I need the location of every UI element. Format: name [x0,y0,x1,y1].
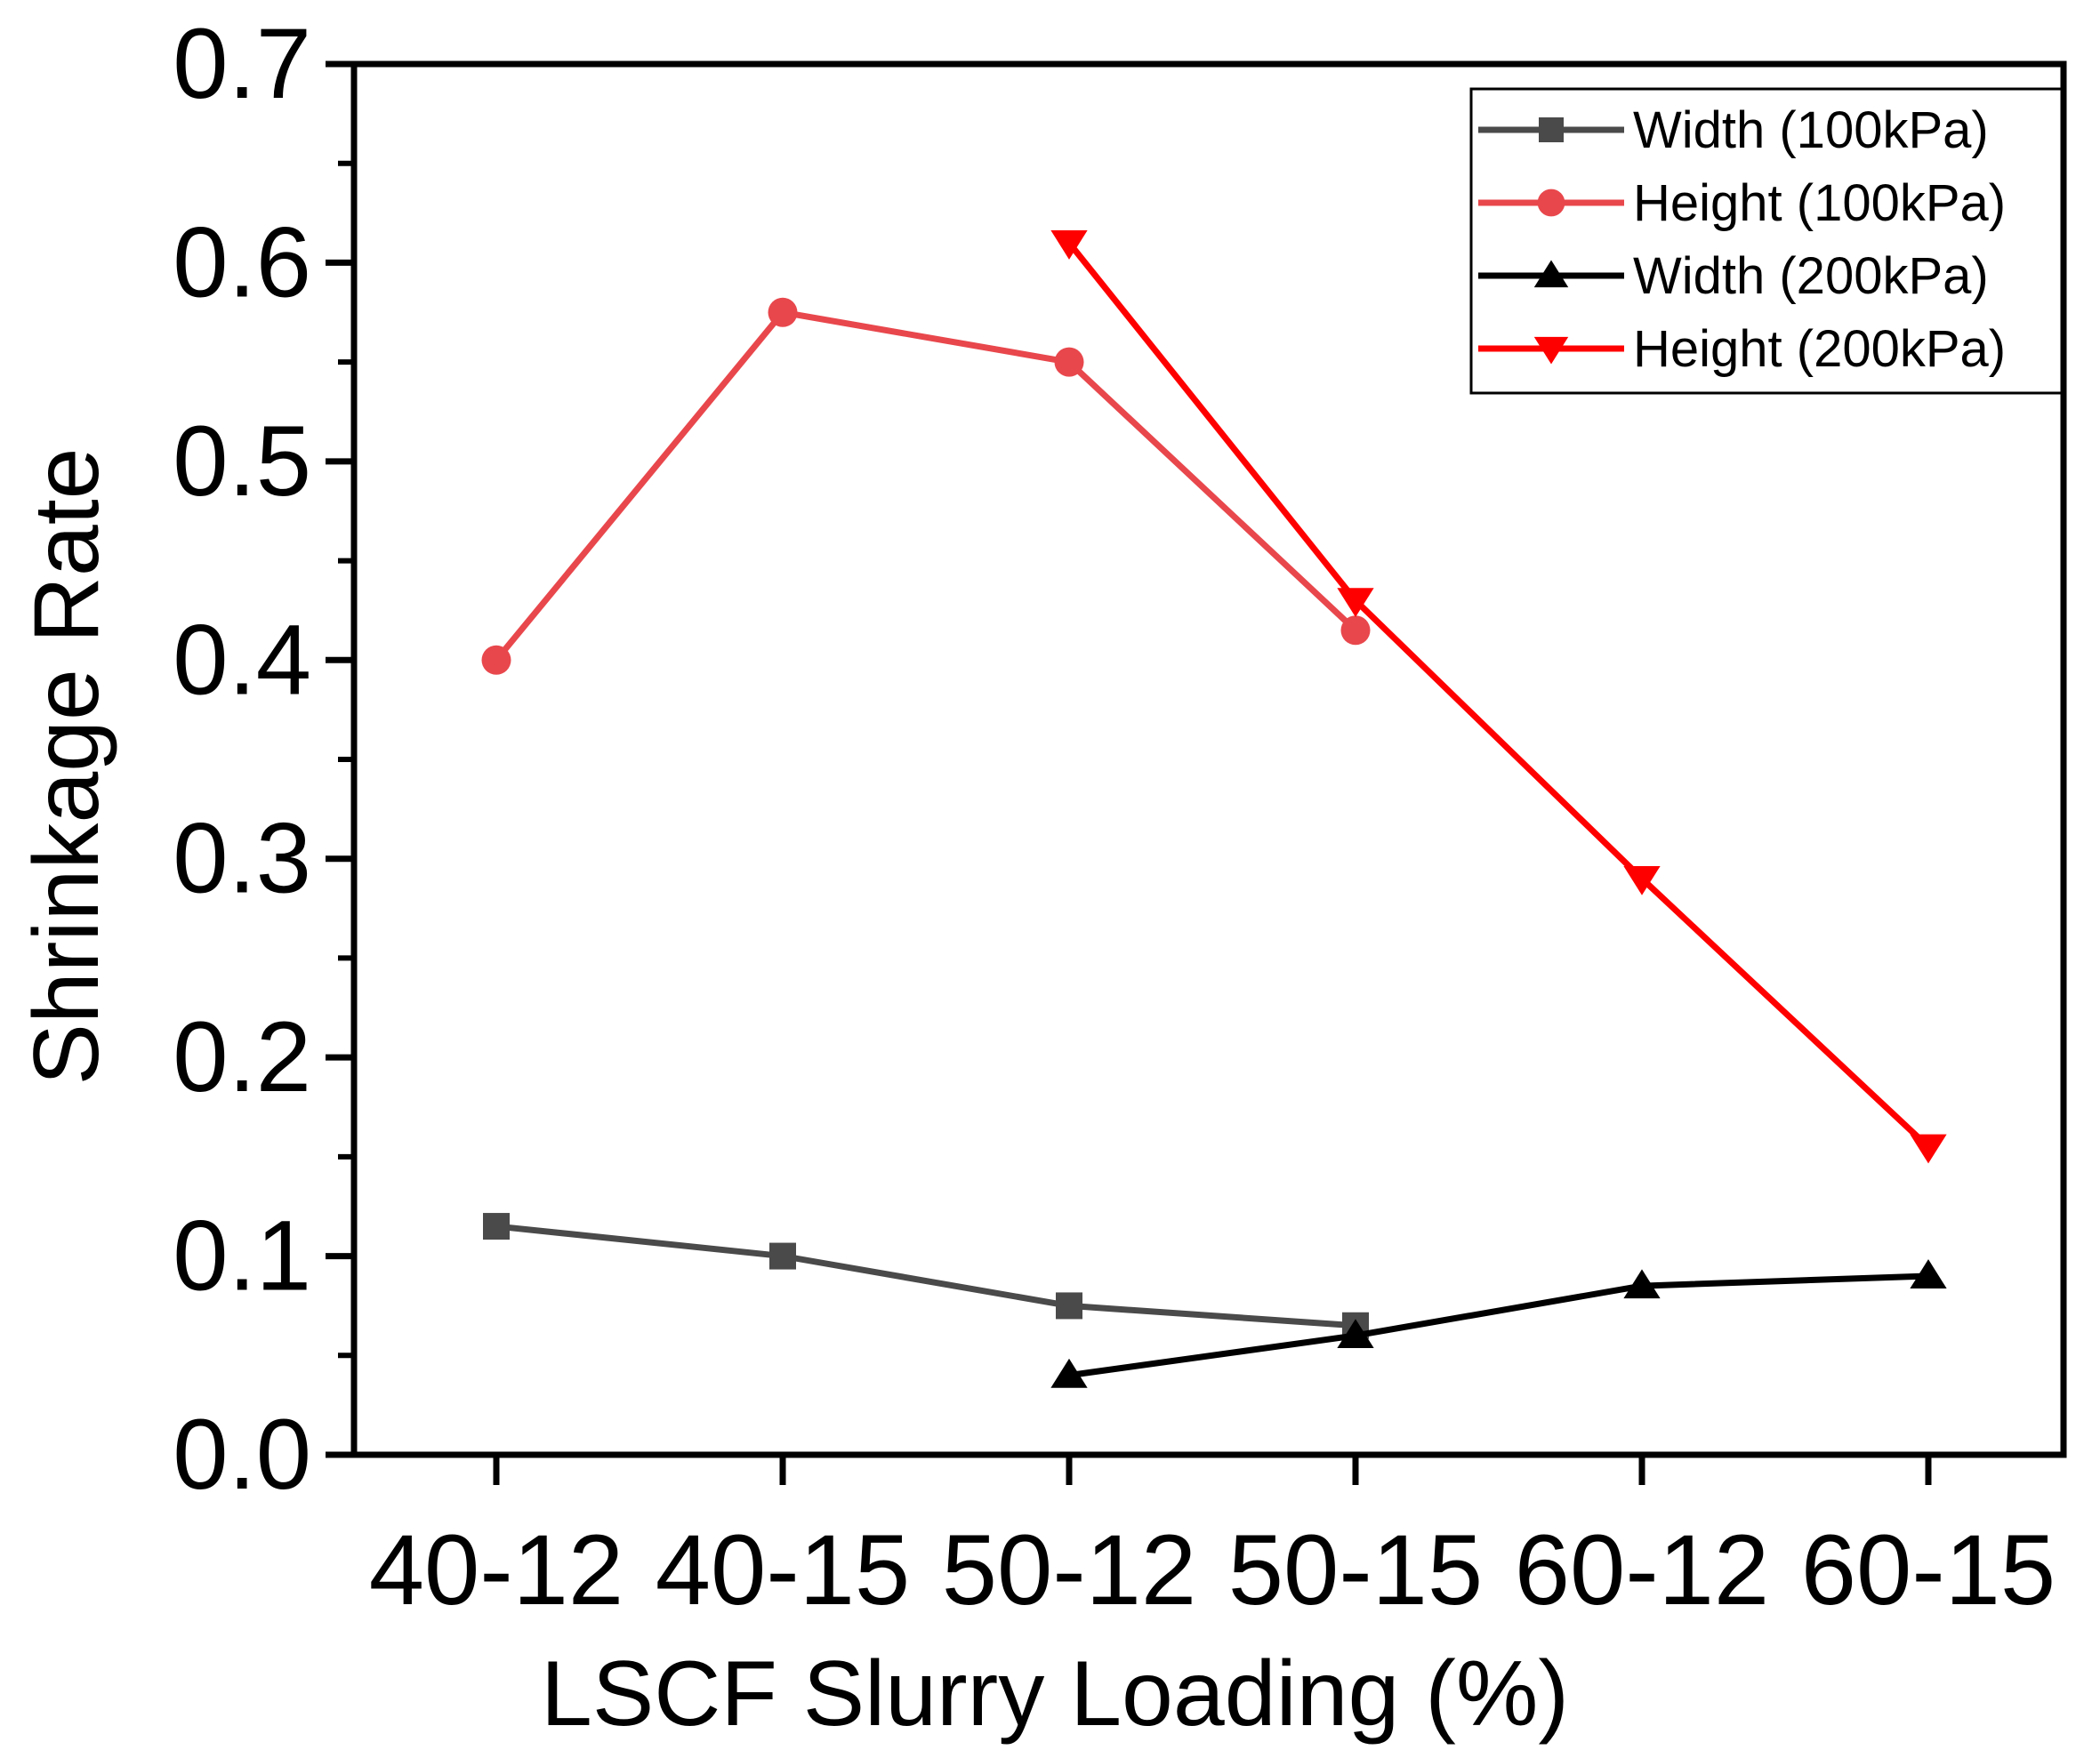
data-point [768,297,798,327]
series-line [495,1223,1356,1329]
data-point [1337,1319,1374,1349]
y-tick-label: 0.7 [173,8,311,119]
y-tick-label: 0.5 [173,405,311,517]
x-axis-title: LSCF Slurry Loading (%) [541,1642,1569,1746]
y-axis-title: Shrinkage Rate [15,448,118,1086]
series-line [494,309,1358,662]
data-point [483,1213,510,1240]
legend-label: Width (100kPa) [1633,101,1989,159]
series-width-100kpa [483,1213,1369,1339]
x-tick-label: 40-15 [656,1514,910,1626]
y-tick-label: 0.3 [173,803,311,914]
series-width-200kpa [1050,1259,1947,1388]
data-point [1623,1269,1661,1299]
series-height-200kpa [1050,230,1947,1164]
legend-item: Width (200kPa) [1478,247,1989,305]
legend-box [1469,87,2064,395]
data-point [481,645,511,675]
y-tick-label: 0.6 [173,206,311,317]
legend-item: Height (100kPa) [1478,174,2006,232]
legend-label: Height (200kPa) [1633,320,2006,378]
y-tick-label: 0.0 [173,1399,311,1510]
x-tick-label: 50-15 [1228,1514,1483,1626]
legend-marker [1533,336,1569,365]
data-point [1623,865,1661,895]
x-tick-label: 50-12 [942,1514,1196,1626]
x-tick-label: 40-12 [369,1514,624,1626]
data-point [1050,1358,1088,1388]
data-point [1340,615,1371,646]
y-tick-label: 0.2 [173,1001,311,1112]
series-line [1068,1272,1929,1379]
legend-label: Height (100kPa) [1633,174,2006,232]
data-point [1056,1292,1082,1320]
legend-item: Height (200kPa) [1478,320,2006,378]
x-tick-label: 60-15 [1801,1514,2056,1626]
data-point [1337,588,1374,618]
series-height-100kpa [481,297,1371,675]
x-tick-label: 60-12 [1515,1514,1769,1626]
legend-item: Width (100kPa) [1478,101,1989,159]
legend-marker [1533,260,1569,288]
data-point [1050,230,1088,260]
y-tick-label: 0.1 [173,1200,311,1312]
legend-label: Width (200kPa) [1633,247,1989,305]
series-line [1066,240,1931,1150]
legend-marker [1537,189,1565,217]
data-point [769,1242,796,1270]
y-tick-label: 0.4 [173,604,311,715]
data-point [1054,347,1084,377]
legend-marker [1539,117,1564,142]
data-point [1910,1134,1947,1164]
data-point [1910,1259,1947,1288]
